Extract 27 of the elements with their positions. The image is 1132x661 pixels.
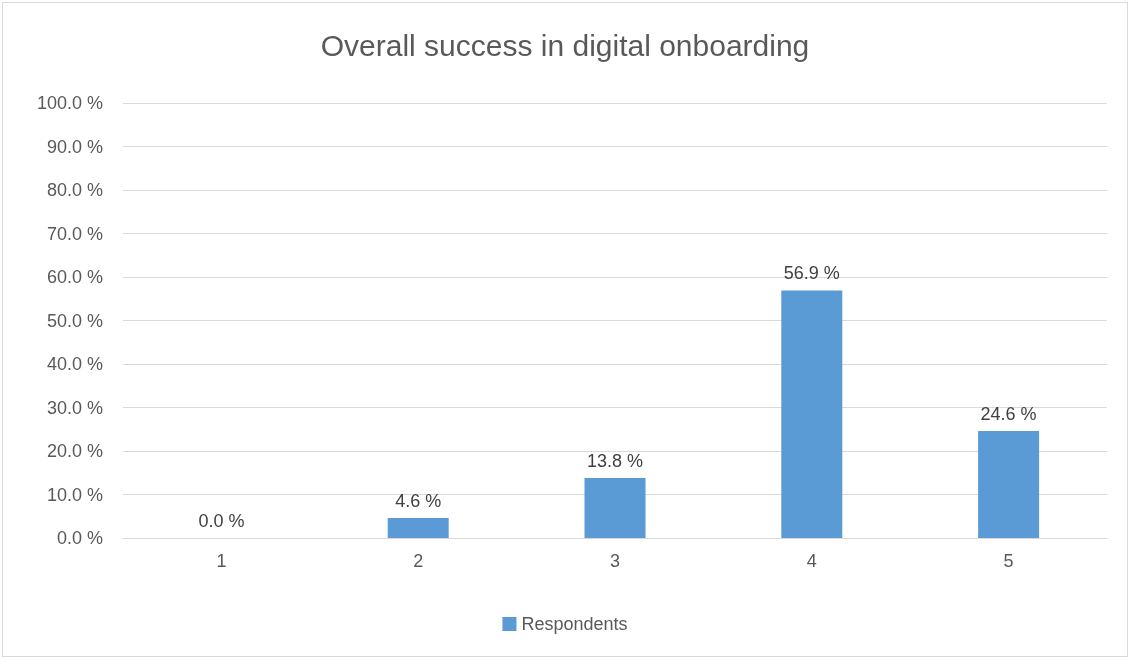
y-tick-label: 70.0 % xyxy=(46,223,103,244)
bar xyxy=(387,517,449,538)
y-tick-label: 80.0 % xyxy=(46,180,103,200)
legend-label: Respondents xyxy=(521,614,628,634)
x-tick-label: 1 xyxy=(216,551,227,571)
x-tick-label: 2 xyxy=(413,551,424,571)
y-tick-label: 50.0 % xyxy=(46,310,103,331)
y-tick-label: 90.0 % xyxy=(46,136,103,157)
data-label: 0.0 % xyxy=(198,511,245,531)
data-label: 13.8 % xyxy=(586,450,644,471)
bar xyxy=(978,430,1040,538)
y-tick-label: 0.0 % xyxy=(56,528,103,548)
y-tick-label: 20.0 % xyxy=(46,441,103,461)
x-tick-label: 5 xyxy=(1003,551,1014,571)
y-tick-label: 100.0 % xyxy=(36,93,103,113)
x-tick-label: 4 xyxy=(806,551,817,571)
bar xyxy=(584,477,646,538)
y-tick-label: 40.0 % xyxy=(46,354,103,374)
y-tick-label: 60.0 % xyxy=(46,267,103,287)
data-label: 24.6 % xyxy=(980,403,1037,424)
bar xyxy=(781,290,843,538)
x-tick-label: 3 xyxy=(609,551,621,571)
y-tick-label: 30.0 % xyxy=(46,397,103,418)
chart-title: Overall success in digital onboarding xyxy=(320,28,810,62)
data-label: 4.6 % xyxy=(395,490,442,511)
y-tick-label: 10.0 % xyxy=(46,484,103,505)
data-label: 56.9 % xyxy=(783,263,840,284)
